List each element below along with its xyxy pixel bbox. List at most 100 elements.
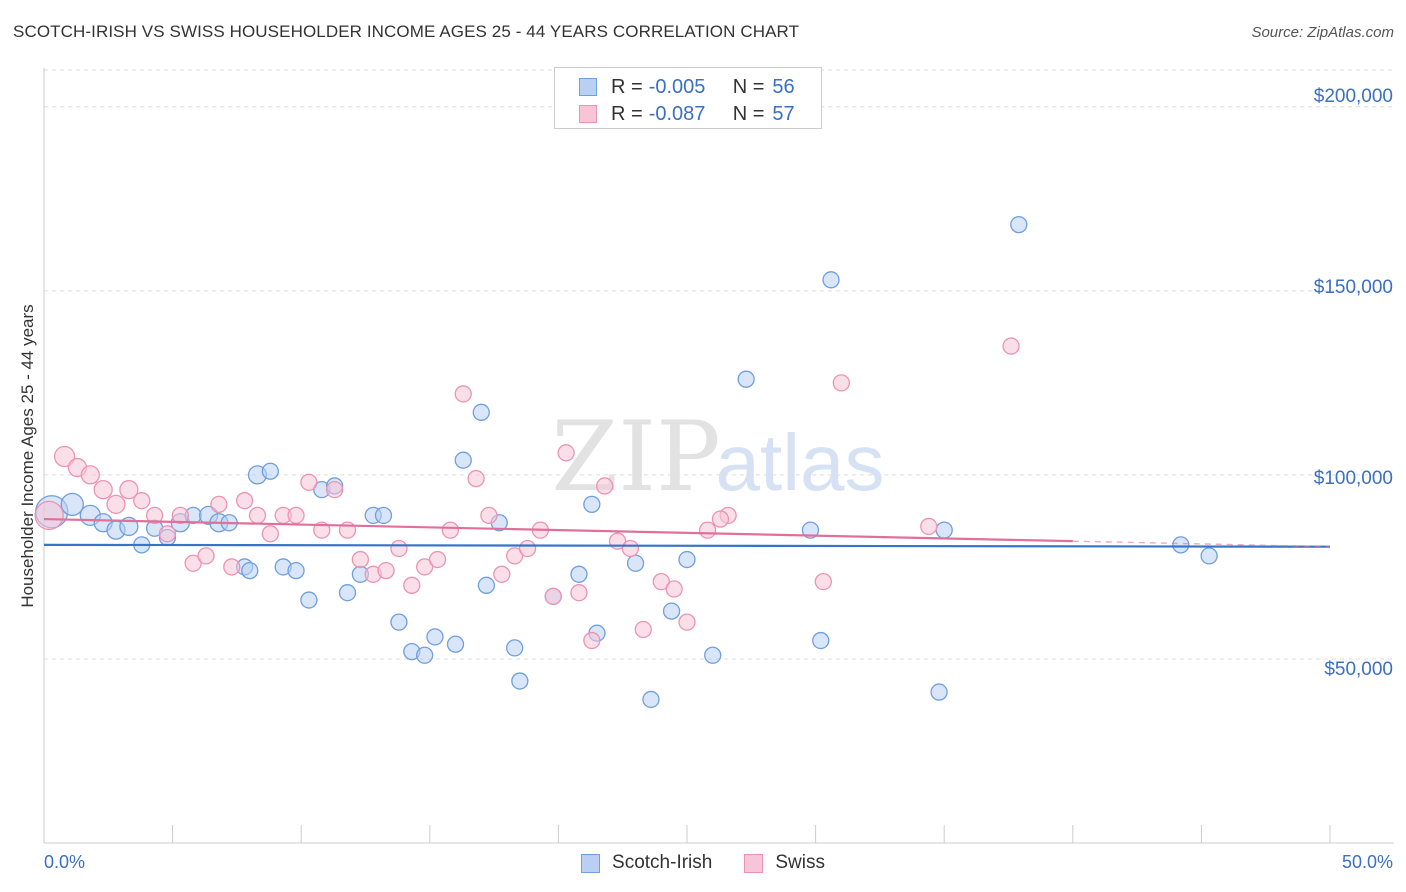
point-scotch-irish <box>801 521 820 539</box>
point-swiss <box>570 584 588 602</box>
point-swiss <box>119 479 139 500</box>
point-scotch-irish <box>583 495 601 514</box>
watermark-zip: ZIP <box>551 401 720 513</box>
legend-swatch-scotch-irish <box>579 78 597 96</box>
series-name-scotch-irish: Scotch-Irish <box>612 852 713 873</box>
point-swiss <box>583 631 601 650</box>
point-scotch-irish <box>416 646 434 664</box>
point-swiss <box>261 525 279 543</box>
point-swiss <box>300 473 318 491</box>
point-scotch-irish <box>642 690 660 709</box>
y-tick-label: $200,000 <box>1313 86 1393 107</box>
point-scotch-irish <box>930 683 948 701</box>
point-scotch-irish <box>338 584 357 602</box>
series-legend-swiss[interactable]: Swiss <box>744 852 825 874</box>
point-scotch-irish <box>390 613 408 631</box>
chart-source: Source: ZipAtlas.com <box>1251 24 1394 41</box>
legend-n-value: 56 <box>772 75 795 98</box>
point-swiss <box>467 469 485 488</box>
point-swiss <box>80 465 100 485</box>
series-swatch-swiss <box>744 853 764 873</box>
point-swiss <box>210 495 228 514</box>
point-scotch-irish <box>1172 536 1190 554</box>
point-scotch-irish <box>678 550 696 569</box>
legend-r-label: R = <box>611 75 643 98</box>
point-swiss <box>832 374 850 392</box>
chart-title: SCOTCH-IRISH VS SWISS HOUSEHOLDER INCOME… <box>13 22 800 41</box>
legend-r-label: R = <box>611 102 643 125</box>
point-swiss <box>53 445 76 468</box>
point-swiss <box>428 550 447 569</box>
series-swatch-scotch-irish <box>581 853 601 873</box>
point-scotch-irish <box>662 602 681 620</box>
point-scotch-irish <box>241 561 259 580</box>
point-swiss <box>698 521 717 539</box>
y-tick-label: $100,000 <box>1313 468 1393 489</box>
x-tick-max: 50.0% <box>1341 852 1393 872</box>
trend-line-scotch-irish <box>43 543 1331 548</box>
point-swiss <box>403 576 421 594</box>
point-scotch-irish <box>60 492 84 517</box>
legend-r-value: -0.005 <box>648 75 706 98</box>
point-swiss <box>634 620 652 639</box>
point-scotch-irish <box>287 561 305 580</box>
series-legend-scotch-irish[interactable]: Scotch-Irish <box>581 852 712 874</box>
point-swiss <box>133 492 151 510</box>
point-swiss <box>197 547 215 565</box>
point-swiss <box>325 480 344 499</box>
point-swiss <box>145 506 164 525</box>
point-swiss <box>652 573 670 591</box>
point-swiss <box>621 539 640 558</box>
point-swiss <box>557 444 575 462</box>
point-scotch-irish <box>704 646 722 664</box>
point-scotch-irish <box>506 639 524 657</box>
point-scotch-irish <box>626 554 645 572</box>
point-swiss <box>596 477 614 495</box>
point-scotch-irish <box>1010 215 1028 234</box>
point-swiss <box>454 385 472 403</box>
point-scotch-irish <box>812 631 830 650</box>
point-swiss <box>287 506 305 525</box>
trend-line-extension-swiss <box>1072 540 1331 548</box>
point-scotch-irish <box>300 591 318 609</box>
point-swiss <box>248 506 267 525</box>
y-axis-label: Householder Income Ages 25 - 44 years <box>18 304 37 608</box>
y-tick-label: $150,000 <box>1313 277 1393 298</box>
point-swiss <box>544 587 562 606</box>
x-tick-min: 0.0% <box>44 852 86 872</box>
point-scotch-irish <box>426 628 444 646</box>
point-swiss <box>235 492 254 510</box>
series-legend: Scotch-Irish Swiss <box>0 852 1406 874</box>
point-swiss <box>377 561 395 580</box>
point-scotch-irish <box>822 271 840 289</box>
point-swiss <box>506 547 524 565</box>
point-scotch-irish <box>261 462 279 480</box>
y-tick-label: $50,000 <box>1324 659 1393 680</box>
point-swiss <box>390 539 408 558</box>
point-swiss <box>416 558 434 576</box>
legend-n-value: 57 <box>772 102 795 125</box>
trend-line-swiss <box>43 517 1073 543</box>
point-swiss <box>158 525 177 543</box>
legend-row-swiss: R = -0.087 N = 57 <box>579 101 795 127</box>
legend-row-scotch-irish: R = -0.005 N = 56 <box>579 74 795 100</box>
legend-n-label: N = <box>732 102 765 125</box>
point-swiss <box>34 500 64 531</box>
watermark-atlas: atlas <box>716 418 885 507</box>
point-scotch-irish <box>511 672 529 690</box>
point-swiss <box>351 550 370 569</box>
point-scotch-irish <box>737 370 755 388</box>
legend-swatch-swiss <box>579 105 597 123</box>
point-swiss <box>223 558 241 576</box>
point-swiss <box>678 613 696 631</box>
point-scotch-irish <box>477 576 496 594</box>
point-scotch-irish <box>935 521 953 539</box>
point-swiss <box>171 506 189 525</box>
point-swiss <box>518 539 537 558</box>
point-swiss <box>184 554 202 572</box>
point-swiss <box>814 573 832 591</box>
point-scotch-irish <box>570 565 588 583</box>
point-swiss <box>93 479 113 500</box>
